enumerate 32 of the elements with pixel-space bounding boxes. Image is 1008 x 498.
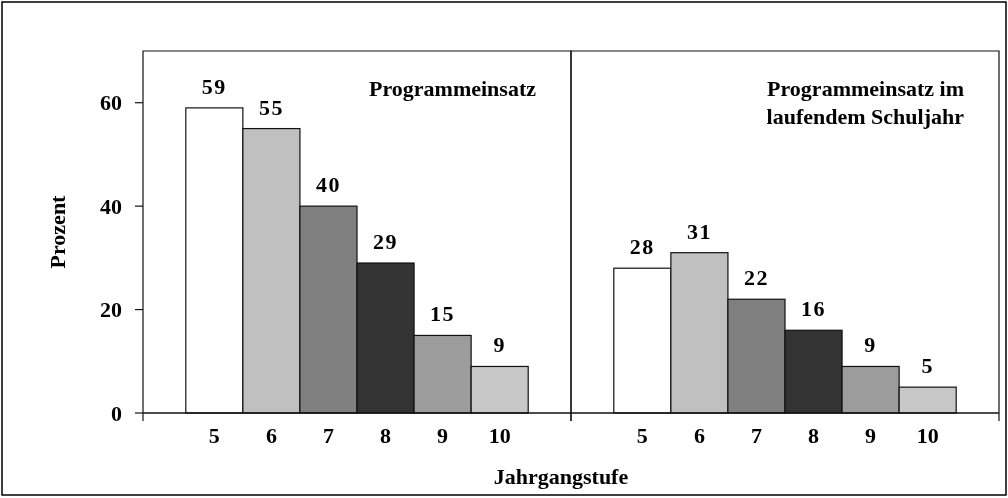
data-label: 31 — [686, 218, 712, 244]
data-label: 28 — [629, 234, 655, 260]
x-tick-label: 5 — [208, 423, 220, 448]
data-label: 22 — [743, 265, 769, 291]
x-tick-label: 8 — [808, 423, 820, 448]
data-label: 5 — [921, 353, 934, 379]
x-tick-label: 6 — [265, 423, 277, 448]
x-tick-label: 7 — [322, 423, 334, 448]
data-label: 59 — [201, 73, 227, 99]
data-label: 29 — [373, 229, 399, 255]
x-tick-label: 10 — [916, 423, 939, 448]
data-label: 16 — [801, 296, 827, 322]
y-tick-label: 60 — [100, 90, 122, 116]
data-label: 15 — [430, 301, 456, 327]
data-label: 55 — [258, 94, 284, 120]
x-tick-label: 5 — [636, 423, 648, 448]
data-label: 9 — [864, 332, 877, 358]
y-tick-label: 40 — [100, 193, 122, 219]
data-label: 9 — [493, 332, 506, 358]
data-label: 40 — [315, 172, 341, 198]
x-tick-label: 9 — [865, 423, 877, 448]
x-tick-label: 8 — [380, 423, 392, 448]
x-tick-label: 7 — [750, 423, 762, 448]
x-tick-label: 9 — [437, 423, 449, 448]
y-tick-label: 0 — [111, 400, 122, 426]
x-tick-label: 6 — [693, 423, 705, 448]
text: Programmeinsatz — [369, 76, 537, 101]
y-axis-title: Prozent — [45, 194, 70, 269]
x-axis-title: Jahrgangstufe — [493, 464, 629, 489]
text: Programmeinsatz im laufendem Schuljahr — [766, 76, 965, 129]
x-tick-label: 10 — [488, 423, 511, 448]
y-tick-label: 20 — [100, 297, 122, 323]
